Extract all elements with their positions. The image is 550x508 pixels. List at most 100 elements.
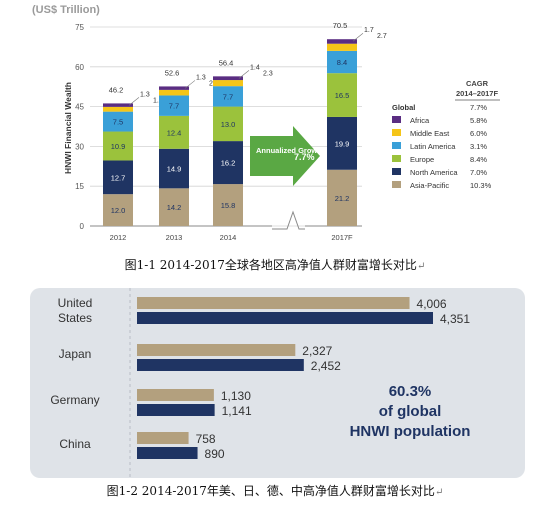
- bar-2014: [137, 389, 214, 401]
- bar-segment-asia-pacific: [327, 169, 357, 226]
- bar-segment-asia-pacific: [103, 194, 133, 226]
- legend-label: Africa: [410, 116, 430, 125]
- bar-value-label: 2,452: [311, 359, 341, 373]
- figure-2-caption: 图1-2 2014-2017年美、日、德、中高净值人群财富增长对比↵: [106, 484, 444, 498]
- cagr-value: 8.4%: [470, 155, 487, 164]
- category-label: Germany: [50, 393, 99, 407]
- bar-value-label: 2,327: [302, 344, 332, 358]
- y-tick-label: 0: [80, 222, 85, 231]
- bar-2017: [137, 312, 433, 324]
- bar-2017: [137, 359, 304, 371]
- bar-value-label: 890: [205, 447, 225, 461]
- bar-segment-africa: [213, 76, 243, 81]
- bar-value-label: 4,351: [440, 312, 470, 326]
- callout-leader: [238, 70, 250, 79]
- bar-total-label: 46.2: [109, 85, 124, 94]
- bar-value-label: 758: [196, 432, 216, 446]
- chart-panel-background: [30, 288, 525, 478]
- category-label: States: [58, 311, 92, 325]
- x-tick-label: 2017F: [331, 233, 353, 242]
- callout-leader: [184, 80, 196, 89]
- cagr-value: 7.7%: [470, 103, 487, 112]
- y-axis-label: HNWI Financial Wealth: [63, 82, 73, 174]
- growth-arrow: Annualized Growth 7.7%: [250, 126, 325, 186]
- x-tick-labels: 2012 2013 2014 2017F: [110, 233, 353, 242]
- bar-value-label: 1,141: [222, 404, 252, 418]
- bar-segment-europe: [213, 106, 243, 142]
- x-tick-label: 2012: [110, 233, 127, 242]
- annotation-line-2: of global: [379, 403, 442, 420]
- africa-value-label: 1.7: [364, 27, 374, 34]
- bar-2014: [137, 432, 189, 444]
- bar-segment-north-america: [213, 141, 243, 185]
- bar-total-label: 52.6: [165, 68, 180, 77]
- bar-segment-africa: [103, 103, 133, 107]
- stacked-bar-chart: (US$ Trillion) HNWI Financial Wealth 0 15…: [32, 4, 500, 242]
- growth-arrow-label: Annualized Growth: [256, 146, 325, 155]
- bar-segment-latin-america: [213, 86, 243, 107]
- bar-2017: [137, 404, 215, 416]
- legend-swatch: [392, 116, 401, 123]
- cagr-value: 10.3%: [470, 181, 492, 190]
- segment-value-label: 12.7: [111, 173, 126, 182]
- growth-arrow-value: 7.7%: [294, 152, 315, 162]
- legend-label: Global: [392, 103, 415, 112]
- middle-east-value-label: 1.8: [153, 97, 163, 104]
- bar-segment-europe: [327, 73, 357, 117]
- segment-value-label: 16.5: [335, 91, 350, 100]
- category-label: China: [59, 437, 91, 451]
- segment-value-label: 12.4: [167, 128, 182, 137]
- middle-east-value-label: 2.7: [377, 33, 387, 40]
- bar-segment-north-america: [159, 148, 189, 189]
- bar-segment-latin-america: [159, 95, 189, 116]
- y-tick-label: 60: [75, 63, 84, 72]
- bar-segment-asia-pacific: [159, 188, 189, 226]
- segment-value-label: 7.7: [169, 102, 179, 111]
- legend-label: Middle East: [410, 129, 450, 138]
- y-tick-label: 15: [75, 182, 84, 191]
- bar-segment-middle-east: [213, 80, 243, 87]
- category-label: United: [58, 296, 93, 310]
- africa-value-label: 1.4: [250, 64, 260, 71]
- africa-value-label: 1.3: [196, 74, 206, 81]
- middle-east-value-label: 2.3: [263, 70, 273, 77]
- bar-2014: [137, 344, 296, 356]
- y-tick-label: 45: [75, 103, 84, 112]
- legend-label: Asia-Pacific: [410, 181, 449, 190]
- bar-segment-middle-east: [103, 106, 133, 112]
- cagr-header-line-1: CAGR: [466, 79, 489, 88]
- x-tick-label: 2014: [220, 233, 237, 242]
- callout-leader: [352, 32, 364, 42]
- cagr-value: 7.0%: [470, 168, 487, 177]
- segment-value-label: 14.2: [167, 203, 182, 212]
- bar-value-label: 1,130: [221, 389, 251, 403]
- bar-segment-europe: [159, 115, 189, 149]
- bar-segment-africa: [159, 86, 189, 90]
- segment-value-label: 12.0: [111, 206, 126, 215]
- segment-value-label: 15.8: [221, 201, 236, 210]
- y-tick-label: 30: [75, 142, 84, 151]
- segment-value-label: 7.5: [113, 118, 123, 127]
- bar-segment-north-america: [103, 160, 133, 195]
- bar-segment-africa: [327, 39, 357, 44]
- bar-2017: [137, 447, 198, 459]
- segment-value-label: 8.4: [337, 58, 347, 67]
- legend-label: North America: [410, 168, 458, 177]
- x-tick-label: 2013: [166, 233, 183, 242]
- cagr-value: 5.8%: [470, 116, 487, 125]
- africa-value-label: 1.3: [140, 91, 150, 98]
- y-tick-label: 75: [75, 23, 84, 32]
- legend-swatch: [392, 155, 401, 162]
- segment-value-label: 10.9: [111, 142, 126, 151]
- cagr-value: 3.1%: [470, 142, 487, 151]
- callout-leader: [128, 97, 140, 106]
- segment-value-label: 7.7: [223, 92, 233, 101]
- legend-swatch: [392, 181, 401, 188]
- category-label: Japan: [59, 347, 92, 361]
- legend-swatch: [392, 168, 401, 175]
- bar-segment-north-america: [327, 116, 357, 170]
- annotation-line-1: 60.3%: [389, 383, 432, 400]
- bar-segment-asia-pacific: [213, 184, 243, 226]
- bar-segment-middle-east: [159, 89, 189, 96]
